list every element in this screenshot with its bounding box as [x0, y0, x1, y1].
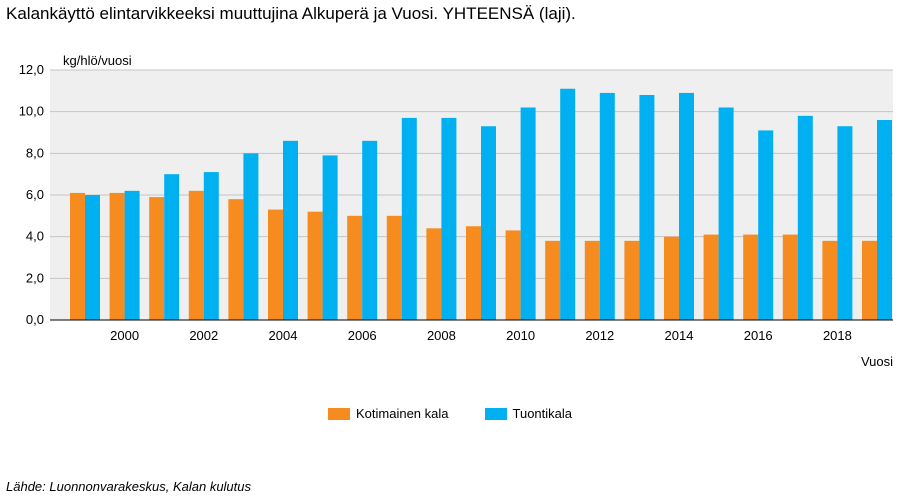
bar-tuonti — [243, 153, 259, 320]
y-tick-label: 6,0 — [26, 187, 44, 202]
bar-tuonti — [85, 195, 100, 320]
bar-tuonti — [639, 95, 655, 320]
legend-swatch-kotimainen — [328, 407, 350, 420]
bar-tuonti — [560, 88, 576, 320]
source-note: Lähde: Luonnonvarakeskus, Kalan kulutus — [6, 479, 252, 494]
bar-kotimainen — [426, 228, 442, 320]
bar-kotimainen — [109, 192, 125, 320]
bar-tuonti — [837, 126, 853, 320]
bar-tuonti — [679, 92, 694, 321]
y-tick-label: 8,0 — [26, 145, 44, 160]
chart-title: Kalankäyttö elintarvikkeeksi muuttujina … — [6, 4, 576, 23]
y-tick-label: 4,0 — [26, 229, 44, 244]
bar-tuonti — [362, 140, 378, 320]
bar-kotimainen — [149, 197, 165, 320]
bar-tuonti — [283, 140, 298, 320]
bar-kotimainen — [782, 234, 798, 320]
bar-kotimainen — [624, 240, 640, 320]
bar-tuonti — [758, 130, 774, 320]
bar-tuonti — [797, 115, 813, 320]
bar-kotimainen — [228, 199, 244, 320]
bar-kotimainen — [703, 234, 719, 320]
legend-swatch-tuonti — [484, 407, 507, 420]
legend: Kotimainen kala Tuontikala — [0, 406, 900, 421]
x-tick-label: 2002 — [189, 328, 218, 343]
x-tick-label: 2016 — [744, 328, 773, 343]
x-tick-label: 2018 — [823, 328, 852, 343]
x-tick-label: 2004 — [269, 328, 298, 343]
bar-kotimainen — [505, 230, 521, 320]
y-tick-label: 2,0 — [26, 270, 44, 285]
bar-tuonti — [718, 107, 734, 320]
bar-kotimainen — [466, 226, 481, 320]
bar-kotimainen — [545, 240, 561, 320]
bar-kotimainen — [743, 234, 759, 320]
x-tick-label: 2006 — [348, 328, 377, 343]
bar-kotimainen — [268, 209, 283, 320]
bar-kotimainen — [862, 240, 877, 320]
y-tick-label: 10,0 — [19, 104, 44, 119]
bar-tuonti — [520, 107, 536, 320]
bar-kotimainen — [822, 240, 838, 320]
x-tick-label: 2010 — [506, 328, 535, 343]
x-tick-label: 2000 — [110, 328, 139, 343]
x-tick-label: 2008 — [427, 328, 456, 343]
bar-tuonti — [599, 92, 615, 321]
bar-kotimainen — [70, 192, 85, 320]
x-axis-label: Vuosi — [861, 354, 893, 369]
bar-kotimainen — [386, 215, 402, 320]
bar-kotimainen — [188, 190, 204, 320]
bar-tuonti — [164, 174, 180, 320]
bar-kotimainen — [307, 211, 323, 320]
bar-tuonti — [203, 172, 219, 320]
bar-tuonti — [877, 120, 892, 320]
y-axis-unit: kg/hlö/vuosi — [63, 53, 132, 68]
bar-tuonti — [441, 117, 457, 321]
legend-label-kotimainen: Kotimainen kala — [356, 406, 449, 421]
y-tick-label: 12,0 — [19, 62, 44, 77]
bar-tuonti — [124, 190, 140, 320]
bar-kotimainen — [584, 240, 600, 320]
legend-item-tuonti: Tuontikala — [484, 406, 573, 421]
bar-tuonti — [322, 155, 338, 320]
x-tick-label: 2014 — [665, 328, 694, 343]
legend-item-kotimainen: Kotimainen kala — [328, 406, 449, 421]
x-tick-label: 2012 — [585, 328, 614, 343]
bar-kotimainen — [664, 236, 679, 320]
y-tick-label: 0,0 — [26, 312, 44, 327]
bar-tuonti — [481, 126, 496, 320]
chart-area: 0,0 2,0 4,0 6,0 8,0 10,0 12,0 2000 2002 2004 2006 2… — [19, 53, 893, 369]
bar-kotimainen — [347, 215, 363, 320]
legend-label-tuonti: Tuontikala — [512, 406, 573, 421]
bar-tuonti — [401, 117, 417, 321]
